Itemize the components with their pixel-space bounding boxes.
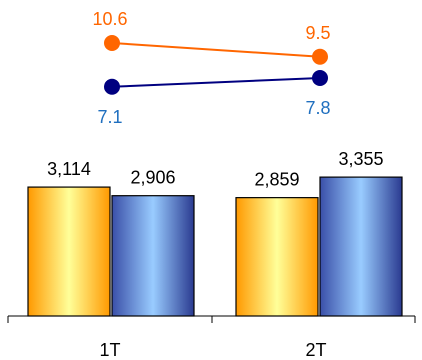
line-point (104, 78, 120, 95)
line-value-label: 7.1 (97, 107, 122, 127)
category-label-2t: 2T (305, 340, 326, 360)
bar-1t-series-2 (111, 195, 195, 317)
line-value-label: 7.8 (305, 98, 330, 118)
bar-value-label: 3,355 (338, 149, 383, 169)
bar-2t-series-2 (319, 176, 403, 317)
line-point (104, 35, 120, 51)
line-point (312, 48, 328, 65)
line-series-2 (111, 77, 321, 88)
line-point (312, 70, 328, 86)
line-value-label: 10.6 (92, 9, 127, 29)
bar-value-label: 2,859 (254, 170, 299, 190)
bar-value-label: 3,114 (47, 159, 91, 179)
bar-value-label: 2,906 (130, 168, 175, 188)
bar-2t-series-1 (235, 197, 319, 317)
category-label-1t: 1T (99, 340, 120, 360)
line-series-1 (111, 42, 321, 58)
line-value-label: 9.5 (305, 23, 330, 43)
bar-1t-series-1 (27, 186, 111, 317)
